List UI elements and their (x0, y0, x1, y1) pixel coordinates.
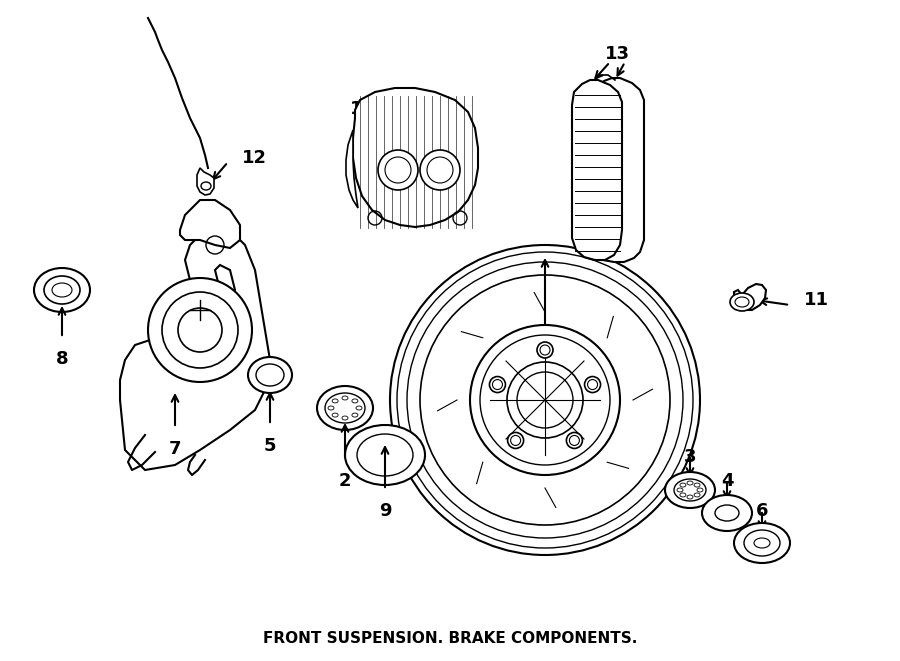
Text: 3: 3 (684, 448, 697, 466)
Circle shape (537, 342, 553, 358)
Circle shape (148, 278, 252, 382)
Text: FRONT SUSPENSION. BRAKE COMPONENTS.: FRONT SUSPENSION. BRAKE COMPONENTS. (263, 631, 637, 646)
Circle shape (420, 275, 670, 525)
Ellipse shape (317, 386, 373, 430)
Ellipse shape (34, 268, 90, 312)
Text: 13: 13 (605, 45, 629, 63)
Ellipse shape (702, 495, 752, 531)
Text: 6: 6 (756, 502, 769, 520)
Ellipse shape (345, 425, 425, 485)
Circle shape (566, 432, 582, 448)
Polygon shape (180, 200, 240, 248)
Ellipse shape (665, 472, 715, 508)
Circle shape (508, 432, 524, 448)
Polygon shape (353, 88, 478, 227)
Text: 1: 1 (539, 348, 551, 366)
Text: 12: 12 (242, 149, 267, 167)
Text: 7: 7 (169, 440, 181, 458)
Text: 4: 4 (721, 472, 734, 490)
Text: 11: 11 (804, 291, 829, 309)
Text: 9: 9 (379, 502, 392, 520)
Circle shape (378, 150, 418, 190)
Ellipse shape (734, 523, 790, 563)
Polygon shape (572, 80, 622, 260)
Text: 8: 8 (56, 350, 68, 368)
Circle shape (507, 362, 583, 438)
Polygon shape (734, 284, 766, 310)
Text: 5: 5 (264, 437, 276, 455)
Ellipse shape (248, 357, 292, 393)
Circle shape (470, 325, 620, 475)
Polygon shape (592, 78, 644, 262)
Circle shape (490, 377, 506, 393)
Ellipse shape (730, 293, 754, 311)
Circle shape (420, 150, 460, 190)
Polygon shape (346, 130, 358, 208)
Polygon shape (197, 168, 214, 195)
Polygon shape (120, 230, 270, 470)
Text: 2: 2 (338, 472, 351, 490)
Text: 10: 10 (349, 100, 374, 118)
Circle shape (390, 245, 700, 555)
Circle shape (585, 377, 600, 393)
